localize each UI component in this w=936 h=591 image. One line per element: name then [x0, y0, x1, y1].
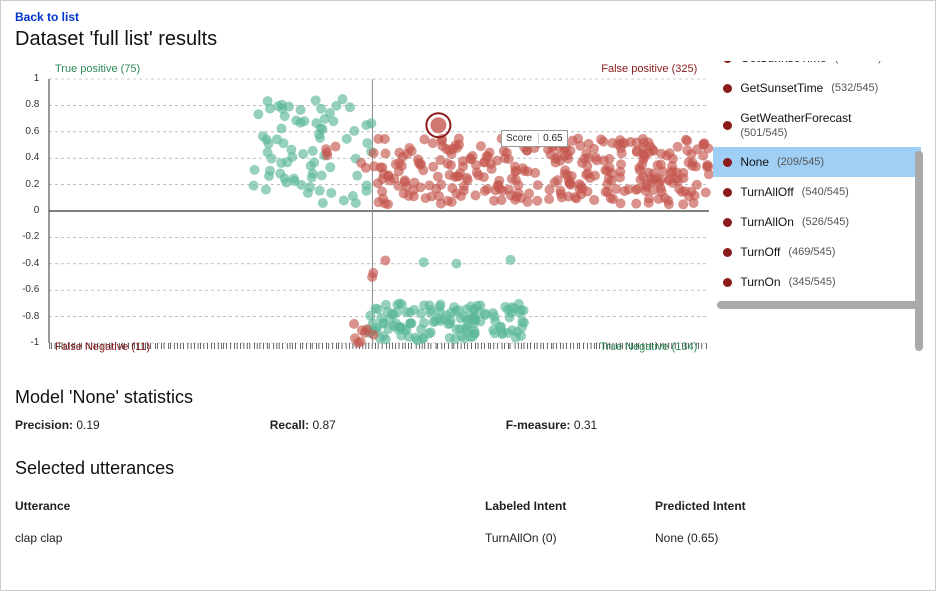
cell-predicted: None (0.65)	[655, 531, 825, 545]
intent-label: TurnOn	[740, 275, 780, 289]
quadrant-label-fn: False Negative (11)	[55, 341, 150, 353]
intent-label: GetSunsetTime	[740, 81, 823, 95]
intent-item-turnoff[interactable]: TurnOff (469/545)	[713, 237, 921, 267]
y-tick-label: 0.4	[9, 152, 39, 163]
intent-label: GetSunriseTime	[740, 61, 826, 65]
bullet-icon	[723, 278, 732, 287]
utterances-table: Utterance Labeled Intent Predicted Inten…	[15, 491, 921, 553]
intent-item-turnon[interactable]: TurnOn (345/545)	[713, 267, 921, 297]
intent-count: (526/545)	[802, 216, 849, 228]
stats-title: Model 'None' statistics	[15, 387, 921, 408]
intent-item-getweatherforecast[interactable]: GetWeatherForecast (501/545)	[713, 103, 921, 147]
y-tick-label: 1	[9, 73, 39, 84]
intent-label: GetWeatherForecast	[740, 111, 851, 125]
y-tick-label: 0	[9, 205, 39, 216]
sidebar-scrollbar[interactable]	[915, 151, 923, 351]
col-header-utterance: Utterance	[15, 499, 485, 513]
quadrant-label-tp: True positive (75)	[55, 63, 140, 75]
scatter-chart[interactable]: True positive (75) False positive (325) …	[15, 61, 707, 361]
page-title: Dataset 'full list' results	[15, 28, 921, 51]
y-tick-label: -0.2	[9, 231, 39, 242]
quadrant-label-fp: False positive (325)	[601, 63, 697, 75]
bullet-icon	[723, 158, 732, 167]
intent-count: (209/545)	[777, 156, 824, 168]
intent-count: (345/545)	[789, 276, 836, 288]
y-tick-label: -0.6	[9, 284, 39, 295]
intent-count: (469/545)	[788, 246, 835, 258]
quadrant-label-tn: True Negative (134)	[600, 341, 697, 353]
intent-item-getsunsettime[interactable]: GetSunsetTime (532/545)	[713, 73, 921, 103]
bullet-icon	[723, 84, 732, 93]
intent-count: (540/545)	[802, 186, 849, 198]
intent-count: (517/545)	[835, 61, 882, 64]
intent-sidebar: GetSunriseTime (517/545)GetSunsetTime (5…	[713, 61, 921, 361]
col-header-labeled: Labeled Intent	[485, 499, 655, 513]
utterances-title: Selected utterances	[15, 458, 921, 479]
y-tick-label: -0.4	[9, 258, 39, 269]
y-tick-label: -1	[9, 337, 39, 348]
intent-label: TurnOff	[740, 245, 780, 259]
bullet-icon	[723, 188, 732, 197]
intent-item-turnalloff[interactable]: TurnAllOff (540/545)	[713, 177, 921, 207]
sidebar-scrollbar-horizontal[interactable]	[717, 301, 922, 309]
bullet-icon	[723, 248, 732, 257]
intent-item-getsunrisetime[interactable]: GetSunriseTime (517/545)	[713, 61, 921, 73]
intent-item-none[interactable]: None (209/545)	[713, 147, 921, 177]
chart-tooltip: Score 0.65	[501, 130, 568, 147]
intent-label: TurnAllOff	[740, 185, 793, 199]
table-row[interactable]: clap clapTurnAllOn (0)None (0.65)	[15, 522, 921, 553]
y-tick-label: 0.6	[9, 126, 39, 137]
intent-count: (501/545)	[740, 127, 787, 139]
bullet-icon	[723, 61, 732, 63]
intent-count: (532/545)	[831, 82, 878, 94]
col-header-predicted: Predicted Intent	[655, 499, 825, 513]
cell-labeled: TurnAllOn (0)	[485, 531, 655, 545]
cell-utterance: clap clap	[15, 531, 485, 545]
bullet-icon	[723, 218, 732, 227]
bullet-icon	[723, 121, 732, 130]
intent-label: None	[740, 155, 769, 169]
stats-row: Precision: 0.19 Recall: 0.87 F-measure: …	[15, 418, 921, 432]
intent-label: TurnAllOn	[740, 215, 794, 229]
y-tick-label: -0.8	[9, 311, 39, 322]
y-tick-label: 0.8	[9, 99, 39, 110]
back-to-list-link[interactable]: Back to list	[15, 10, 79, 24]
intent-item-turnallon[interactable]: TurnAllOn (526/545)	[713, 207, 921, 237]
y-tick-label: 0.2	[9, 179, 39, 190]
